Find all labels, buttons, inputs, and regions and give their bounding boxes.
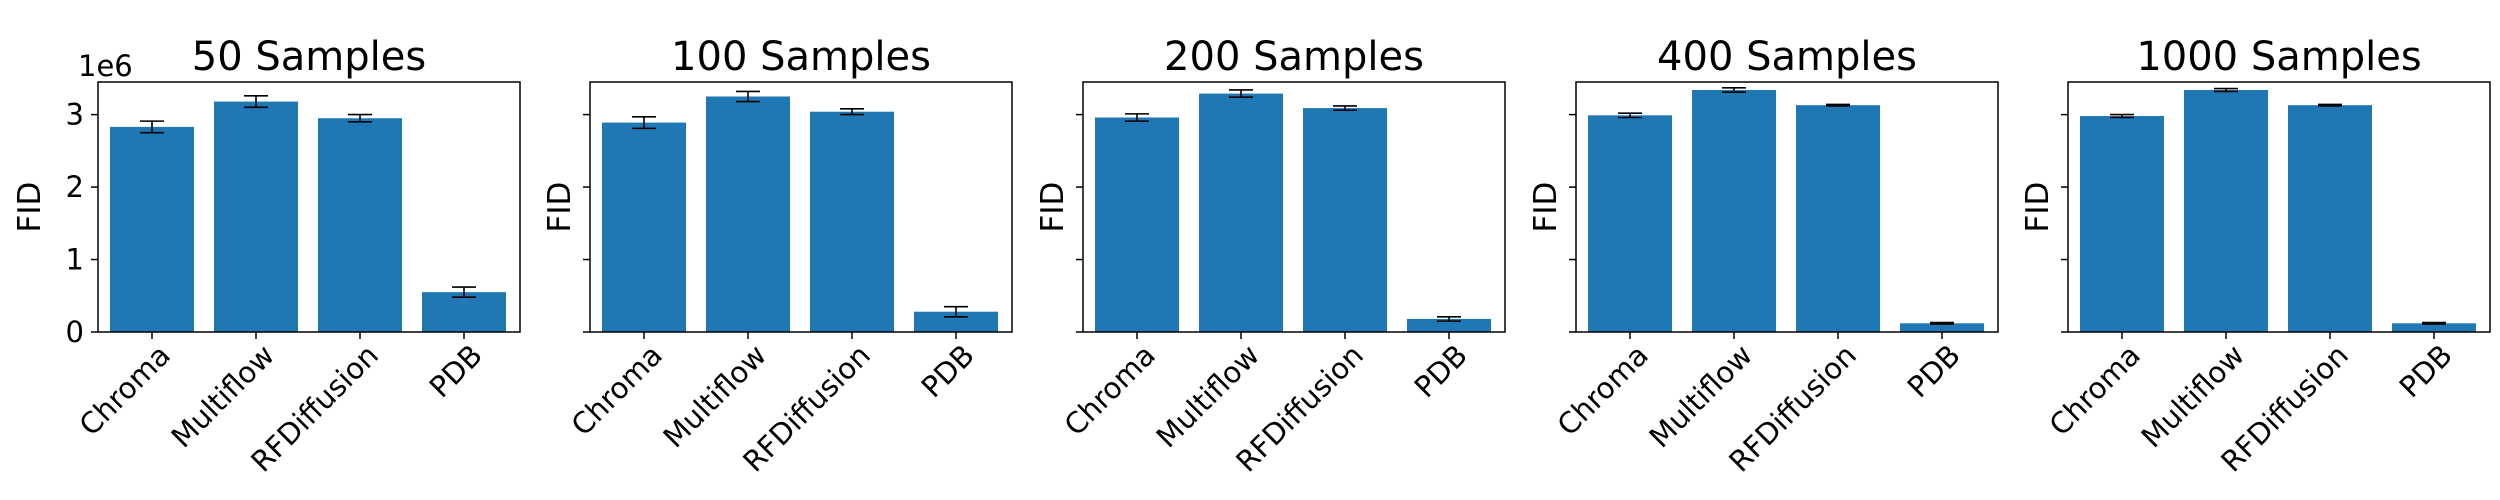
error-bar: [1826, 103, 1850, 107]
y-axis-label: FID: [542, 182, 578, 233]
error-bar: [2110, 113, 2134, 119]
plot-frame: [1575, 81, 1999, 333]
plot-frame: [2067, 81, 2491, 333]
y-axis-label: FID: [2020, 182, 2056, 233]
x-tick-label: PDB: [915, 338, 981, 404]
y-axis-offset-label: 1e6: [78, 49, 133, 83]
error-bar: [452, 286, 476, 299]
chart-title: 400 Samples: [1657, 34, 1917, 80]
plot-frame: [589, 81, 1013, 333]
error-bar: [1125, 113, 1149, 122]
error-bar: [140, 120, 164, 134]
bar-pdb: [914, 311, 998, 332]
error-bar: [2214, 87, 2238, 93]
bar-multiflow: [2184, 89, 2268, 333]
bar-pdb: [1407, 318, 1491, 332]
bar-rfdiffusion: [810, 111, 894, 332]
bar-chroma: [110, 126, 194, 332]
error-bar: [944, 305, 968, 318]
error-bar: [736, 90, 760, 103]
bar-multiflow: [706, 96, 790, 332]
x-tick-label: PDB: [1408, 338, 1474, 404]
x-tick-label: PDB: [423, 338, 489, 404]
x-tick-label: Chroma: [73, 338, 177, 442]
y-axis-label: FID: [1035, 182, 1071, 233]
bar-multiflow: [1692, 89, 1776, 333]
bar-rfdiffusion: [318, 118, 402, 333]
bar-pdb: [2392, 323, 2476, 332]
x-tick-label: Chroma: [2043, 338, 2147, 442]
y-tick-label: 1: [66, 243, 84, 277]
x-tick-label: Chroma: [1551, 338, 1655, 442]
bar-pdb: [422, 292, 506, 332]
error-bar: [1618, 112, 1642, 119]
plot-frame: [1082, 81, 1506, 333]
y-axis-label: FID: [1528, 182, 1564, 233]
x-tick-label: PDB: [2393, 338, 2459, 404]
x-tick-label: Chroma: [565, 338, 669, 442]
y-tick-label: 0: [66, 315, 84, 349]
bar-chroma: [2080, 116, 2164, 332]
chart-title: 50 Samples: [192, 34, 426, 80]
bar-chroma: [1095, 117, 1179, 332]
bar-chroma: [602, 122, 686, 332]
bar-rfdiffusion: [1303, 108, 1387, 332]
bar-pdb: [1900, 323, 1984, 332]
error-bar: [2422, 321, 2446, 325]
chart-title: 200 Samples: [1164, 34, 1424, 80]
error-bar: [1229, 89, 1253, 99]
chart-title: 1000 Samples: [2136, 34, 2421, 80]
plot-frame: [97, 81, 521, 333]
error-bar: [2318, 103, 2342, 107]
y-tick-label: 2: [66, 170, 84, 204]
bar-multiflow: [1199, 93, 1283, 332]
bar-chroma: [1588, 115, 1672, 332]
x-tick-label: PDB: [1901, 338, 1967, 404]
error-bar: [1437, 315, 1461, 322]
y-axis-label: FID: [12, 182, 48, 233]
error-bar: [244, 94, 268, 109]
bar-rfdiffusion: [1796, 105, 1880, 332]
y-tick-label: 3: [66, 98, 84, 132]
error-bar: [348, 113, 372, 123]
error-bar: [1333, 105, 1357, 112]
error-bar: [1722, 86, 1746, 93]
bar-rfdiffusion: [2288, 105, 2372, 332]
error-bar: [840, 108, 864, 116]
chart-title: 100 Samples: [671, 34, 931, 80]
error-bar: [632, 115, 656, 130]
x-tick-label: Chroma: [1058, 338, 1162, 442]
error-bar: [1930, 321, 1954, 325]
bar-multiflow: [214, 101, 298, 332]
